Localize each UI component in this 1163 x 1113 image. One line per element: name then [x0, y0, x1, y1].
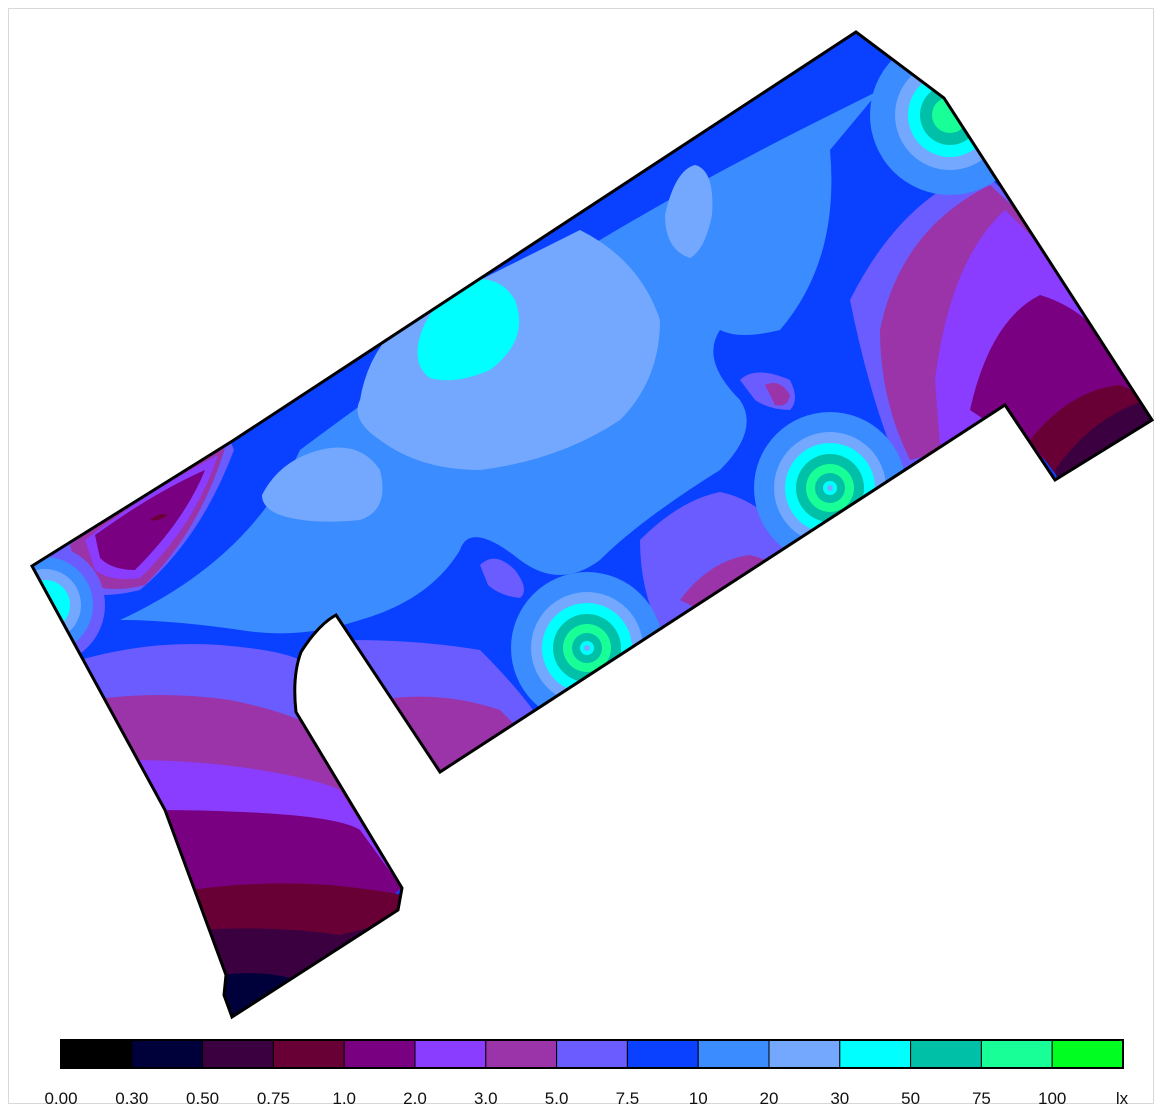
legend-tick-label: 3.0	[474, 1089, 498, 1108]
color-legend: 0.00 0.30 0.50 0.75 1.0 2.0 3.0 5.0 7.5 10 20 30 50 7…	[44, 1039, 1129, 1108]
legend-tick-label: 30	[830, 1089, 849, 1108]
legend-border	[60, 1039, 1124, 1069]
legend-swatch	[343, 1039, 416, 1069]
legend-tick-label: 5.0	[545, 1089, 569, 1108]
legend-swatch	[839, 1039, 912, 1069]
band-3-region	[380, 696, 520, 772]
ring-20	[584, 645, 590, 651]
band-20-region	[665, 165, 713, 258]
plot-frame	[8, 8, 1154, 1104]
legend-unit-label: lx	[1116, 1089, 1129, 1108]
legend-swatch	[202, 1039, 274, 1069]
legend-tick-label: 0.30	[115, 1089, 148, 1108]
legend-tick-label: 0.50	[186, 1089, 219, 1108]
legend-swatch	[60, 1039, 133, 1069]
legend-swatch	[1051, 1039, 1124, 1069]
legend-swatch	[768, 1039, 841, 1069]
band-5-region	[480, 558, 524, 598]
legend-swatch	[980, 1039, 1053, 1069]
legend-labels: 0.00 0.30 0.50 0.75 1.0 2.0 3.0 5.0 7.5 10 20 30 50 7…	[44, 1089, 1066, 1108]
legend-tick-label: 100	[1038, 1089, 1066, 1108]
band-3-region	[765, 382, 790, 406]
legend-tick-label: 50	[901, 1089, 920, 1108]
legend-swatch	[131, 1039, 204, 1069]
band-0-75-region	[150, 514, 168, 521]
legend-tick-label: 2.0	[403, 1089, 427, 1108]
legend-tick-label: 0.75	[257, 1089, 290, 1108]
legend-tick-label: 1.0	[332, 1089, 356, 1108]
legend-tick-label: 75	[972, 1089, 991, 1108]
band-0-3-region	[220, 973, 290, 1017]
ring-20	[827, 485, 833, 491]
legend-swatch	[414, 1039, 487, 1069]
legend-swatch	[272, 1039, 345, 1069]
band-20-region	[262, 447, 383, 522]
legend-swatch	[697, 1039, 770, 1069]
legend-swatch	[485, 1039, 558, 1069]
area-outline	[30, 30, 1155, 1020]
legend-swatch	[556, 1039, 628, 1069]
ring-20	[32, 569, 81, 641]
legend-tick-label: 7.5	[616, 1089, 640, 1108]
legend-tick-label: 20	[760, 1089, 779, 1108]
legend-swatches	[60, 1039, 1124, 1069]
legend-swatch	[626, 1039, 699, 1069]
legend-tick-label: 10	[689, 1089, 708, 1108]
legend-tick-label: 0.00	[44, 1089, 77, 1108]
legend-swatch	[910, 1039, 982, 1069]
band-5-region	[640, 492, 800, 630]
